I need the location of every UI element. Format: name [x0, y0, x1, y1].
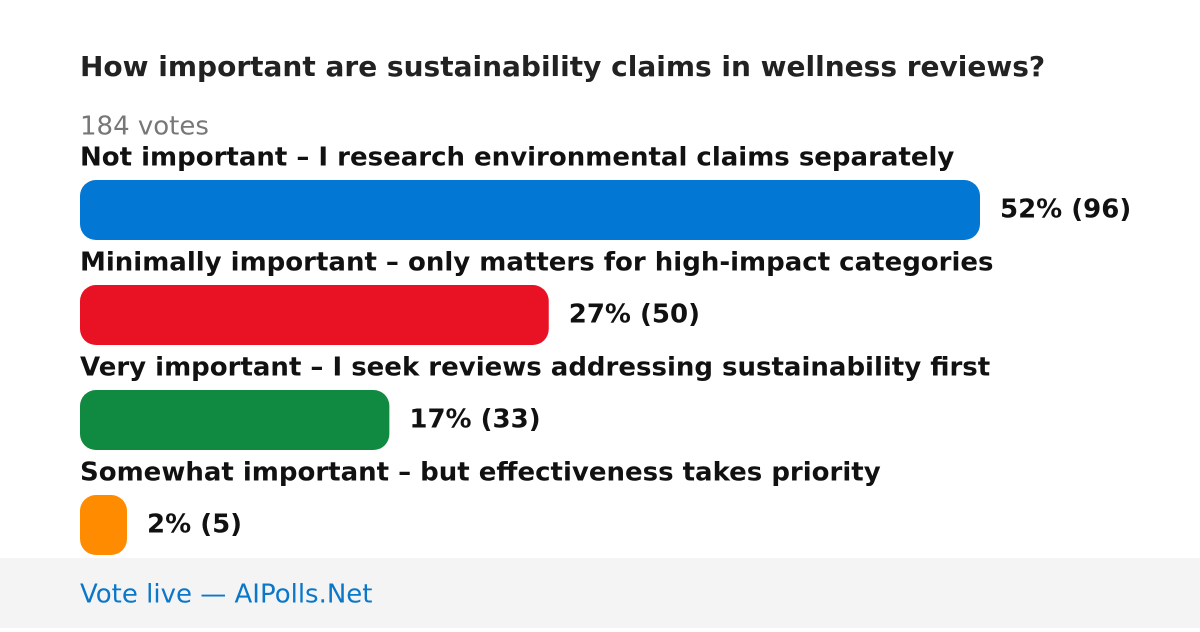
- vote-count: 184 votes: [80, 112, 209, 142]
- bar: [80, 285, 549, 345]
- footer-band: [0, 558, 1200, 628]
- value-label: 52% (96): [1000, 195, 1131, 225]
- option-label: Not important – I research environmental…: [80, 143, 954, 173]
- poll-title: How important are sustainability claims …: [80, 50, 1045, 83]
- bar: [80, 390, 390, 450]
- bar: [80, 495, 127, 555]
- option-label: Very important – I seek reviews addressi…: [80, 353, 990, 383]
- value-label: 2% (5): [147, 510, 242, 540]
- option-label: Minimally important – only matters for h…: [80, 248, 994, 278]
- option-label: Somewhat important – but effectiveness t…: [80, 458, 881, 488]
- bar: [80, 180, 980, 240]
- value-label: 17% (33): [409, 405, 540, 435]
- footer-link[interactable]: Vote live — AIPolls.Net: [80, 580, 373, 610]
- value-label: 27% (50): [569, 300, 700, 330]
